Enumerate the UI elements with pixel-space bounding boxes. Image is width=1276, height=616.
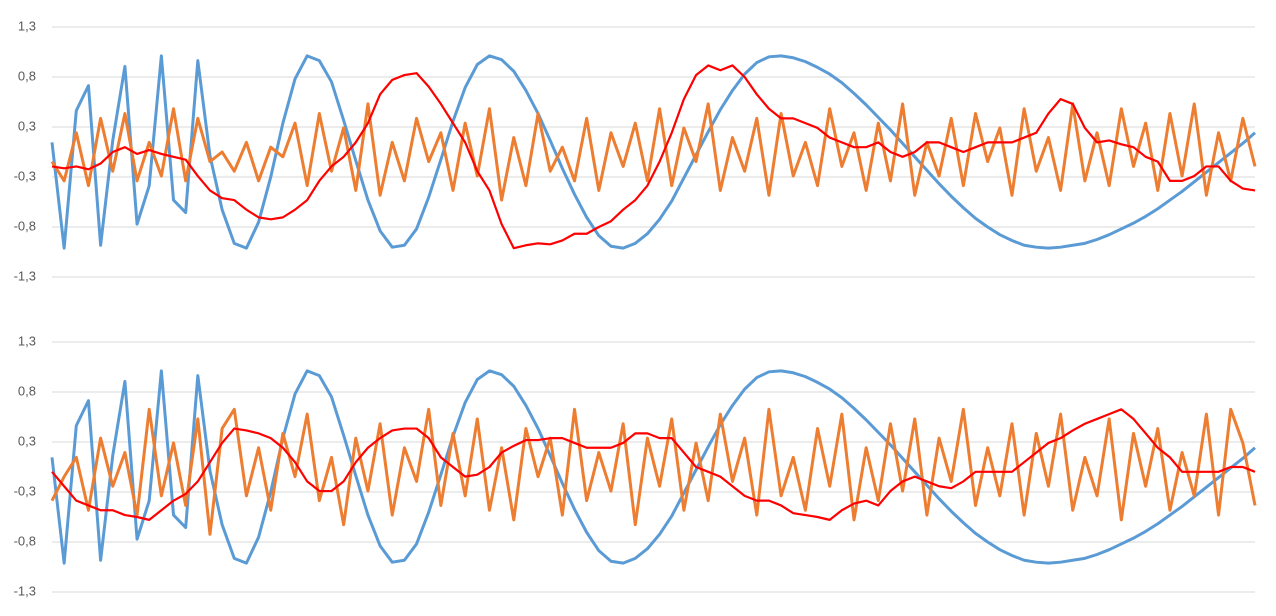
y-tick-label: -0,3 <box>14 168 36 183</box>
series-line <box>51 64 1256 250</box>
series-line <box>50 369 1256 565</box>
y-tick-label: 0,3 <box>18 433 36 448</box>
y-tick-label: -0,8 <box>14 218 36 233</box>
series-line <box>50 102 1257 202</box>
y-tick-label: 0,3 <box>18 118 36 133</box>
series-line <box>51 408 1256 521</box>
y-tick-label: -1,3 <box>14 268 36 283</box>
series-line <box>50 54 1256 250</box>
y-tick-label: 0,8 <box>18 68 36 83</box>
y-tick-label: -1,3 <box>14 583 36 598</box>
y-tick-label: -0,8 <box>14 533 36 548</box>
y-tick-label: -0,3 <box>14 483 36 498</box>
y-tick-label: 1,3 <box>18 18 36 33</box>
y-tick-label: 1,3 <box>18 333 36 348</box>
series-line <box>50 407 1257 536</box>
y-tick-label: 0,8 <box>18 383 36 398</box>
